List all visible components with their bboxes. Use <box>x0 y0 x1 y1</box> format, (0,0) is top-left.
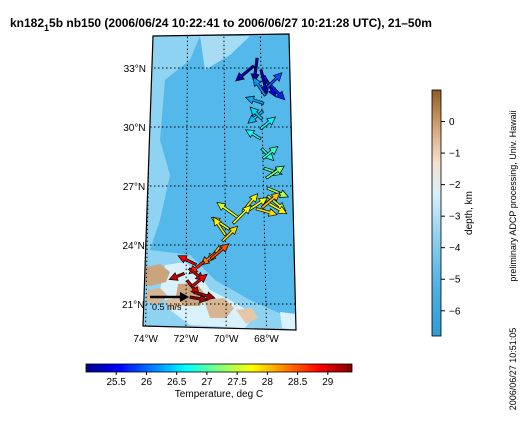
depth-tick-label: −1 <box>449 149 461 160</box>
current-vector <box>221 225 239 243</box>
temperature-tick-label: 27 <box>201 377 213 388</box>
current-vector <box>261 146 279 160</box>
current-vector <box>266 186 290 198</box>
scale-label: 0.5 m/s <box>152 302 182 312</box>
current-vector <box>190 273 208 288</box>
temperature-tick-label: 28.5 <box>288 377 308 388</box>
latitude-label: 30°N <box>123 123 145 134</box>
longitude-label: 72°W <box>174 334 199 345</box>
plot-timestamp: 2006/06/27 10:51:05 <box>508 328 518 411</box>
current-vector <box>177 255 198 267</box>
current-vectors <box>168 57 290 304</box>
depth-tick-label: −4 <box>449 243 461 254</box>
current-vector <box>244 95 265 105</box>
current-vector <box>168 271 186 281</box>
temperature-colorbar-ticks: 25.5 26 26.5 27 27.5 28 28.5 29 <box>106 372 334 388</box>
current-vector <box>255 207 278 217</box>
depth-tick-label: −3 <box>449 212 461 223</box>
current-vector <box>265 165 285 180</box>
depth-colorbar: 0 −1 −2 −3 −4 −5 −6 depth, km <box>431 89 475 337</box>
latitude-label: 27°N <box>123 182 145 193</box>
temperature-colorbar-label: Temperature, deg C <box>175 389 263 400</box>
latitude-label: 24°N <box>122 241 144 252</box>
current-vector <box>231 204 252 225</box>
map-frame <box>142 33 297 331</box>
current-vector <box>209 243 230 261</box>
bathymetry <box>143 34 296 330</box>
longitude-label: 70°W <box>214 334 239 345</box>
depth-tick-label: −2 <box>449 180 461 191</box>
longitude-label: 68°W <box>254 334 279 345</box>
temperature-tick-label: 27.5 <box>227 377 247 388</box>
current-vector <box>216 202 240 219</box>
longitude-label: 74°W <box>133 334 158 345</box>
temperature-tick-label: 28 <box>262 377 274 388</box>
temperature-colorbar: 25.5 26 26.5 27 27.5 28 28.5 29 Temperature, de… <box>85 363 353 400</box>
current-vector <box>259 116 277 131</box>
scale-arrow: 0.5 m/s <box>150 292 189 312</box>
current-vector <box>252 76 267 97</box>
latitude-label: 21°N <box>122 300 144 311</box>
current-vector <box>234 64 255 82</box>
depth-colorbar-label: depth, km <box>464 191 475 235</box>
temperature-tick-label: 26.5 <box>167 377 187 388</box>
latitude-labels: 33°N 30°N 27°N 24°N 21°N <box>122 64 146 311</box>
current-vector <box>189 294 209 304</box>
map-panel: 33°N 30°N 27°N 24°N 21°N 74°W 72°W 70°W 68°W 0.… <box>122 33 297 345</box>
current-vector <box>249 106 264 121</box>
processing-credit: preliminary ADCP processing, Univ. Hawai… <box>508 110 518 281</box>
current-vector <box>265 72 283 89</box>
current-vector <box>244 129 262 141</box>
current-vector <box>247 109 265 124</box>
longitude-labels: 74°W 72°W 70°W 68°W <box>133 334 279 345</box>
depth-tick-label: −6 <box>449 306 461 317</box>
temperature-tick-label: 26 <box>141 377 153 388</box>
depth-colorbar-gradient <box>431 89 442 337</box>
latitude-label: 33°N <box>124 64 146 75</box>
current-vector <box>250 57 260 83</box>
temperature-tick-label: 25.5 <box>106 377 126 388</box>
figure-title: kn18215b nb150 (2006/06/24 10:22:41 to 2… <box>10 16 432 33</box>
temperature-colorbar-gradient <box>85 363 353 373</box>
current-vector <box>259 69 270 95</box>
depth-tick-label: −5 <box>449 275 461 286</box>
temperature-tick-label: 29 <box>322 377 334 388</box>
current-vector <box>193 290 216 301</box>
depth-colorbar-ticks: 0 −1 −2 −3 −4 −5 −6 <box>441 117 461 317</box>
depth-tick-label: 0 <box>449 117 455 128</box>
current-vector <box>213 216 227 237</box>
